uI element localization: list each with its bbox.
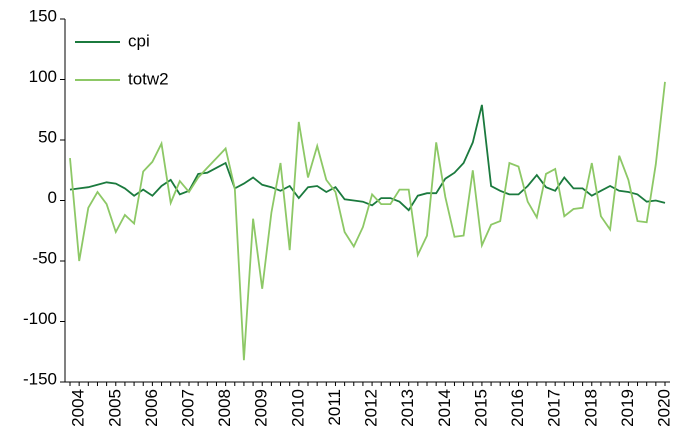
y-tick-label: -50 — [32, 248, 57, 267]
x-tick-label: 2008 — [215, 389, 234, 427]
x-tick-label: 2004 — [69, 389, 88, 427]
x-tick-label: 2007 — [178, 389, 197, 427]
x-tick-label: 2009 — [252, 389, 271, 427]
x-tick-label: 2017 — [545, 389, 564, 427]
x-tick-label: 2015 — [471, 389, 490, 427]
x-tick-label: 2012 — [362, 389, 381, 427]
y-tick-label: -150 — [23, 369, 57, 388]
x-tick-label: 2018 — [581, 389, 600, 427]
x-tick-label: 2016 — [508, 389, 527, 427]
y-tick-label: 150 — [29, 6, 57, 25]
y-tick-label: -100 — [23, 309, 57, 328]
x-tick-label: 2006 — [142, 389, 161, 427]
x-tick-label: 2010 — [288, 389, 307, 427]
y-tick-label: 100 — [29, 67, 57, 86]
x-tick-label: 2013 — [398, 389, 417, 427]
y-tick-label: 0 — [48, 188, 57, 207]
x-tick-label: 2019 — [618, 389, 637, 427]
x-tick-label: 2020 — [654, 389, 673, 427]
series-line — [69, 104, 666, 212]
x-tick-label: 2005 — [105, 389, 124, 427]
series-line — [69, 81, 666, 361]
y-tick-label: 50 — [38, 127, 57, 146]
legend-label: cpi — [128, 31, 150, 50]
legend-label: totw2 — [128, 69, 169, 88]
x-tick-label: 2014 — [435, 389, 454, 427]
x-tick-label: 2011 — [325, 389, 344, 426]
